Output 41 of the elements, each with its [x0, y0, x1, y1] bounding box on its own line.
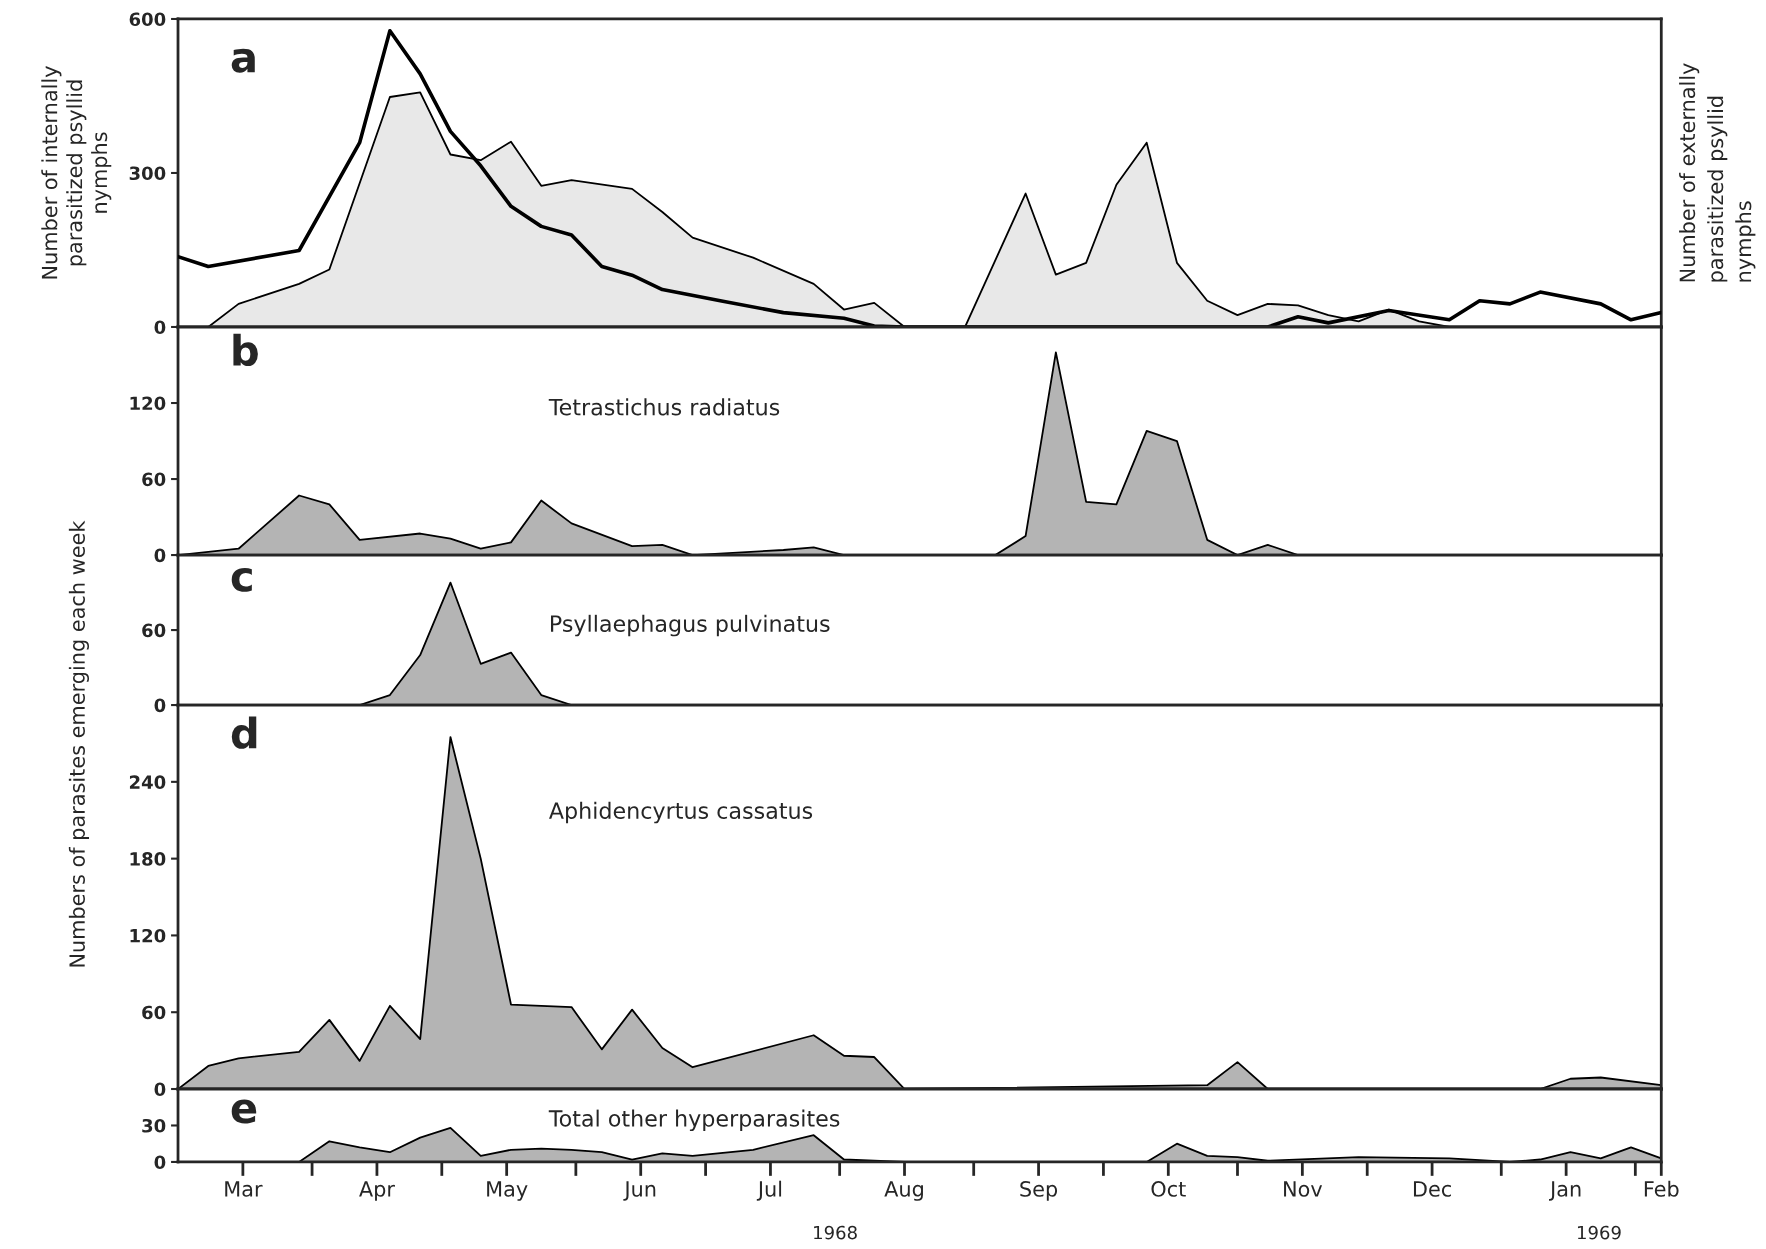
y-axis-title: Numbers of parasites emerging each week [68, 520, 90, 967]
y-axis-title: Number of internally parasitized psyllid nymphs [41, 66, 112, 279]
text: 1969 [1577, 1225, 1621, 1240]
x-tick-label: Dec [1413, 1181, 1451, 1197]
y2-axis-title: Number of externally parasitized psyllid nymphs [1679, 63, 1756, 282]
text: Tetrastichus radiatus [548, 398, 780, 416]
text: 1968 [814, 1225, 857, 1240]
x-tick-label: Oct [1151, 1181, 1186, 1197]
x-tick-label: May [487, 1181, 528, 1201]
y-tick-label: 0 [154, 698, 166, 713]
annotation: c [231, 567, 252, 592]
x-tick-label: Jan [1549, 1181, 1581, 1201]
text: Total other hyperparasites [548, 1109, 840, 1132]
y-tick-label: 30 [142, 1118, 166, 1133]
x-tick-label: Nov [1284, 1181, 1323, 1197]
x-tick-label: Jun [623, 1181, 656, 1201]
y-tick-label: 180 [130, 852, 166, 866]
y-tick-label: 60 [142, 623, 166, 638]
y-tick-label: 120 [130, 396, 166, 411]
y-tick-label: 240 [129, 775, 166, 789]
x-tick-label: Mar [225, 1181, 263, 1197]
annotation: a [231, 48, 255, 73]
annotation: d [231, 716, 257, 749]
y-tick-label: 0 [154, 548, 166, 563]
y-tick-label: 300 [129, 166, 166, 181]
y-tick-label: 0 [154, 320, 166, 335]
y-tick-label: 60 [142, 1005, 166, 1020]
y-tick-label: 0 [154, 1155, 166, 1170]
text: Psyllaephagus pulvinatus [551, 614, 830, 637]
text: Aphidencyrtus cassatus [549, 801, 813, 824]
y-tick-label: 120 [130, 928, 166, 943]
y-tick-label: 0 [154, 1082, 166, 1097]
annotation: b [233, 333, 258, 367]
x-tick-label: Feb [1644, 1180, 1679, 1197]
x-tick-label: Aug [884, 1181, 923, 1201]
x-tick-label: Jul [756, 1180, 782, 1201]
y-tick-label: 600 [129, 12, 166, 27]
annotation: e [231, 1099, 257, 1124]
x-tick-label: Apr [359, 1181, 395, 1201]
x-tick-label: Sep [1020, 1181, 1058, 1201]
y-tick-label: 60 [142, 472, 166, 487]
